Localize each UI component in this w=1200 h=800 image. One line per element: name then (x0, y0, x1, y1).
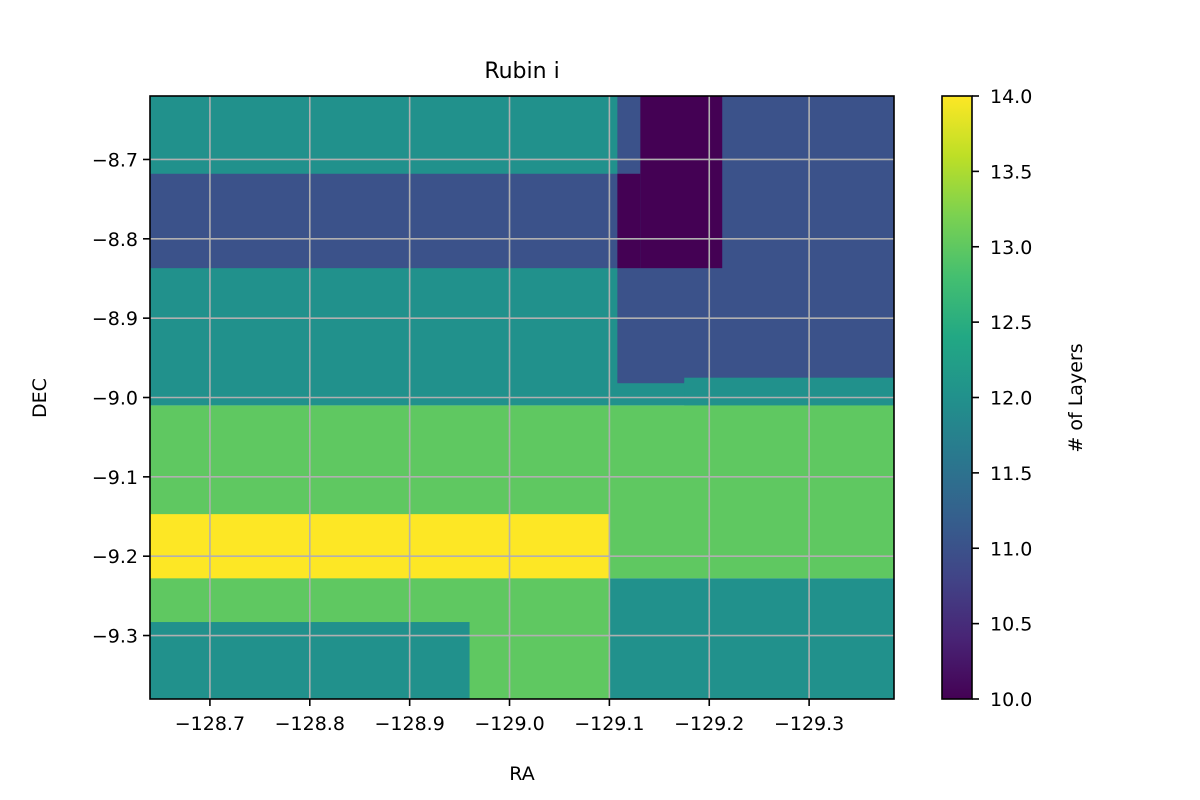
colorbar-tick-label: 12.0 (990, 388, 1032, 410)
heatmap-cells (150, 96, 894, 699)
heatmap-region (617, 380, 685, 384)
colorbar-tick-label: 10.0 (990, 689, 1032, 711)
y-tick-label: −9.0 (92, 388, 138, 410)
chart-title: Rubin i (484, 59, 559, 84)
colorbar-label: # of Layers (1065, 343, 1087, 452)
x-tick-label: −129.0 (474, 713, 544, 735)
x-tick-label: −128.9 (374, 713, 444, 735)
y-tick-label: −9.1 (92, 467, 138, 489)
colorbar-ticks: 10.0 10.5 11.0 11.5 12.0 12.5 13.0 13.5 14.0 (972, 86, 1032, 711)
colorbar-tick-label: 12.5 (990, 312, 1032, 334)
y-tick-label: −9.3 (92, 626, 138, 648)
colorbar-tick-label: 14.0 (990, 86, 1032, 108)
y-tick-label: −8.9 (92, 308, 138, 330)
heatmap-region (609, 578, 894, 699)
grid-lines (150, 96, 894, 699)
y-tick-label: −8.8 (92, 229, 138, 251)
x-tick-label: −128.8 (275, 713, 345, 735)
x-tick-label: −129.1 (574, 713, 644, 735)
heatmap-region (684, 377, 894, 406)
colorbar-tick-label: 11.5 (990, 463, 1032, 485)
y-axis-ticks: −8.7 −8.8 −8.9 −9.0 −9.1 −9.2 −9.3 (92, 149, 150, 648)
y-tick-label: −8.7 (92, 149, 138, 171)
y-axis-label: DEC (29, 378, 51, 418)
heatmap-region (617, 173, 641, 269)
colorbar-tick-label: 13.5 (990, 161, 1032, 183)
x-tick-label: −128.7 (175, 713, 245, 735)
x-tick-label: −129.3 (774, 713, 844, 735)
colorbar-gradient (942, 96, 972, 699)
x-axis-ticks: −128.7 −128.8 −128.9 −129.0 −129.1 −129.2 −129… (175, 699, 844, 735)
y-tick-label: −9.2 (92, 546, 138, 568)
colorbar-tick-label: 10.5 (990, 614, 1032, 636)
colorbar: 10.0 10.5 11.0 11.5 12.0 12.5 13.0 13.5 14.0 # o… (941, 86, 1087, 711)
colorbar-tick-label: 13.0 (990, 237, 1032, 259)
x-axis-label: RA (509, 763, 534, 785)
colorbar-tick-label: 11.0 (990, 538, 1032, 560)
x-tick-label: −129.2 (674, 713, 744, 735)
heatmap-region (150, 514, 610, 579)
